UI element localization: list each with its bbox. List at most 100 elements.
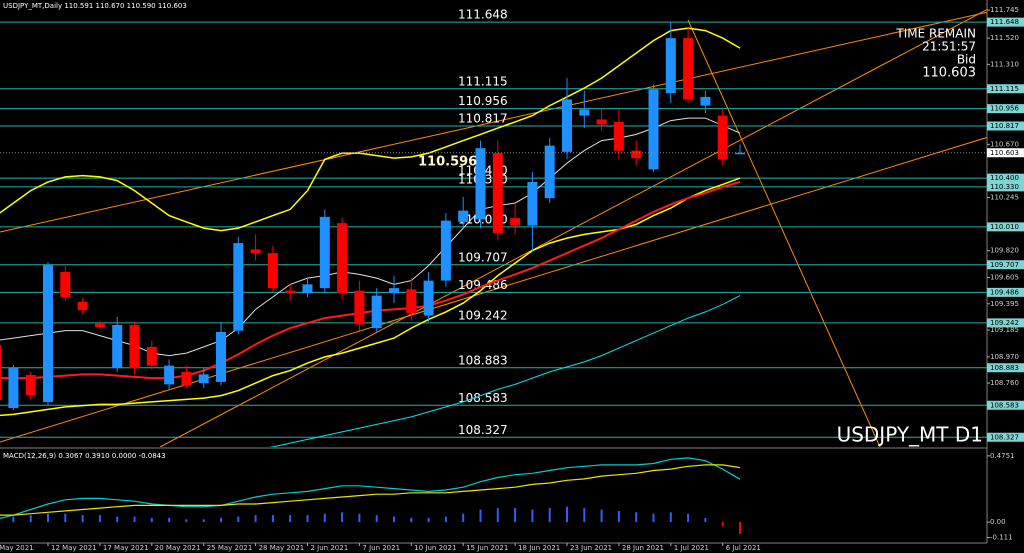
level-label: 109.242	[458, 308, 508, 322]
histogram-bar	[168, 517, 171, 523]
histogram-bar	[254, 515, 257, 523]
x-tick-label: 25 May 2021	[207, 544, 253, 552]
macd-header: MACD(12,26,9) 0.3067 0.3910 0.0000 -0.08…	[3, 452, 166, 460]
bid-label: Bid	[957, 53, 976, 67]
candle-body	[527, 181, 538, 226]
level-box	[987, 17, 1024, 27]
histogram-bar	[323, 513, 326, 523]
candle-body	[406, 289, 417, 314]
level-box-label: 110.330	[990, 183, 1019, 191]
histogram-bar	[566, 506, 568, 523]
level-label: 108.883	[458, 353, 508, 367]
price-annotation: 110.596	[418, 155, 477, 170]
macd-line	[0, 464, 741, 516]
candle-body	[285, 290, 296, 294]
x-tick-label: 2 Jun 2021	[311, 544, 349, 552]
histogram-bar	[375, 515, 378, 523]
candle-body	[8, 368, 19, 408]
candle-body	[510, 218, 521, 226]
trendline	[687, 19, 881, 447]
candle-body	[77, 302, 88, 310]
level-box-label: 110.010	[990, 223, 1019, 231]
histogram-bar	[12, 516, 15, 523]
histogram-bar	[600, 509, 603, 523]
level-box	[987, 363, 1024, 373]
candle-body	[181, 371, 192, 386]
y-tick-label: -0.111	[990, 534, 1013, 542]
candle-body	[423, 280, 434, 316]
y-tick-label: 109.185	[990, 326, 1019, 334]
histogram-bar	[514, 508, 517, 523]
level-box-label: 110.400	[990, 174, 1019, 182]
histogram-bar	[410, 517, 413, 523]
candle-body	[648, 89, 659, 170]
candle-body	[43, 265, 53, 402]
histogram-bar	[393, 516, 395, 523]
histogram-bar	[721, 522, 724, 527]
candle-body	[198, 374, 209, 384]
chart-header: USDJPY_MT,Daily 110.591 110.670 110.590 …	[3, 2, 187, 10]
level-box	[987, 432, 1024, 442]
histogram-bar	[29, 515, 32, 523]
histogram-bar	[98, 515, 101, 523]
histogram-bar	[462, 513, 465, 523]
level-box	[987, 318, 1024, 328]
level-label: 108.327	[458, 423, 508, 437]
histogram-bar	[271, 515, 274, 523]
level-box-label: 111.648	[990, 18, 1019, 26]
x-tick-label: 6 Jul 2021	[726, 544, 761, 552]
candle-body	[544, 145, 555, 199]
level-box-label: 108.327	[990, 433, 1019, 441]
candle-body	[319, 216, 330, 289]
level-box	[987, 173, 1024, 183]
candle-body	[112, 325, 123, 368]
candle-body	[440, 220, 451, 281]
level-box	[987, 287, 1024, 297]
candle-body	[683, 38, 694, 100]
candle-body	[631, 150, 642, 159]
y-tick-label: 110.670	[990, 140, 1019, 148]
y-tick-label: 110.245	[990, 194, 1019, 202]
x-tick-label: 7 Jun 2021	[362, 544, 400, 552]
histogram-bar	[548, 508, 551, 523]
histogram-bar	[583, 508, 586, 523]
candle-body	[129, 325, 140, 368]
x-tick-label: 28 Jun 2021	[622, 544, 664, 552]
level-label: 110.956	[458, 94, 508, 108]
histogram-bar	[150, 517, 153, 523]
candle-body	[475, 148, 486, 220]
level-box-label: 108.883	[990, 364, 1019, 372]
indicator-line	[0, 27, 741, 232]
histogram-bar	[687, 513, 690, 523]
candle-body	[337, 223, 348, 294]
timer-label: TIME REMAIN	[895, 27, 976, 41]
level-box-label: 110.956	[990, 105, 1019, 113]
histogram-bar	[133, 516, 136, 523]
y-tick-label: 108.760	[990, 379, 1019, 387]
histogram-bar	[220, 517, 222, 523]
candle-body	[735, 152, 745, 155]
level-box	[987, 84, 1024, 94]
bid-box	[987, 148, 1024, 158]
level-box	[987, 222, 1024, 232]
candle-body	[0, 345, 2, 400]
level-box-label: 111.115	[990, 85, 1019, 93]
level-box-label: 108.583	[990, 401, 1019, 409]
y-tick-label: 109.605	[990, 274, 1019, 282]
level-box-label: 109.486	[990, 288, 1019, 296]
candle-body	[216, 331, 226, 382]
x-tick-label: 17 May 2021	[103, 544, 149, 552]
level-label: 111.115	[458, 74, 508, 88]
y-tick-label: 0.00	[990, 518, 1006, 526]
level-label: 111.648	[458, 8, 508, 22]
trendline	[0, 11, 987, 233]
histogram-bar	[237, 516, 240, 523]
trendline	[0, 136, 987, 443]
level-box-label: 109.707	[990, 261, 1019, 269]
histogram-bar	[47, 513, 49, 523]
indicator-line	[0, 180, 741, 380]
histogram-bar	[479, 509, 482, 523]
trendlines	[0, 9, 987, 447]
candle-body	[579, 109, 590, 116]
